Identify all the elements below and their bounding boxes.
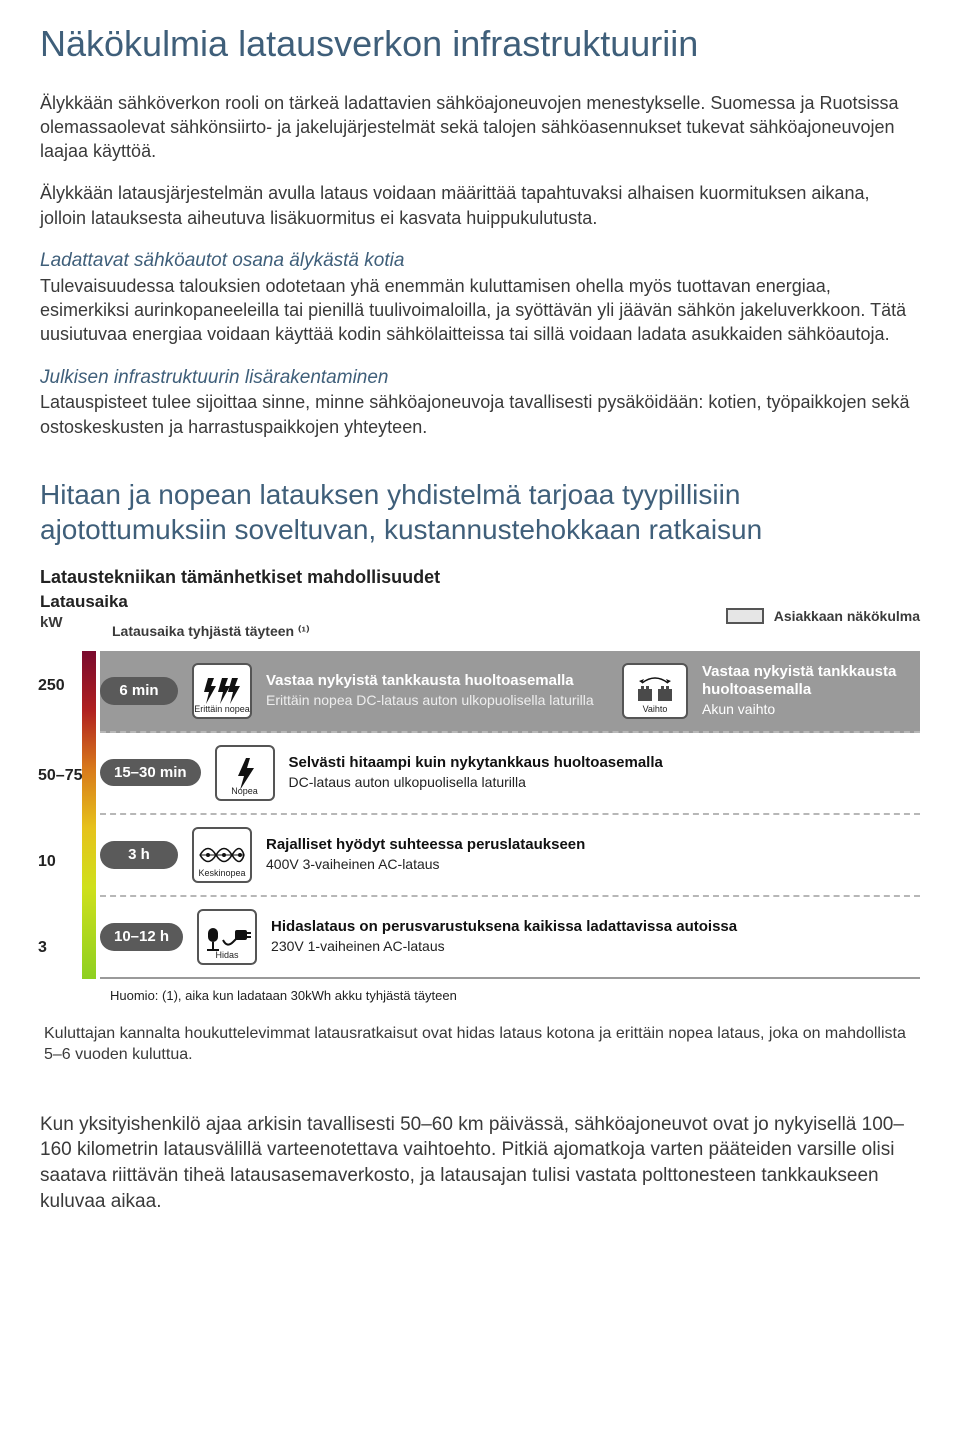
body-public-infra: Latauspisteet tulee sijoittaa sinne, min… xyxy=(40,392,910,436)
legend-label: Asiakkaan näkökulma xyxy=(774,607,920,626)
final-para: Kun yksityishenkilö ajaa arkisin tavalli… xyxy=(40,1112,920,1215)
time-pill: 10–12 h xyxy=(100,923,183,952)
icon-label: Erittäin nopea xyxy=(194,703,250,715)
row-title: Rajalliset hyödyt suhteessa peruslatauks… xyxy=(266,836,912,854)
row-desc: Rajalliset hyödyt suhteessa peruslatauks… xyxy=(266,836,912,874)
consumer-para: Kuluttajan kannalta houkuttelevimmat lat… xyxy=(44,1023,916,1066)
icon-label: Nopea xyxy=(231,785,258,797)
medium-icon: Keskinopea xyxy=(192,827,252,883)
slow-icon: Hidas xyxy=(197,909,257,965)
legend-swatch xyxy=(726,608,764,624)
kw-tick-10: 10 xyxy=(38,851,56,873)
icon-label: Hidas xyxy=(216,949,239,961)
time-pill: 3 h xyxy=(100,841,178,870)
chart-title: Lataustekniikan tämänhetkiset mahdollisu… xyxy=(40,565,920,589)
section-public-infra: Julkisen infrastruktuurin lisärakentamin… xyxy=(40,365,920,439)
row-desc: Hidaslataus on perusvarustuksena kaikiss… xyxy=(271,918,912,956)
row-title: Vastaa nykyistä tankkausta huoltoasemall… xyxy=(266,672,608,690)
kw-tick-50-75: 50–75 xyxy=(38,765,83,787)
kw-axis-label: kW xyxy=(40,613,63,633)
charging-chart: Lataustekniikan tämänhetkiset mahdollisu… xyxy=(40,565,920,1005)
ultrafast-icon: Erittäin nopea xyxy=(192,663,252,719)
chart-row-medium: 3 h Keskinopea Rajalliset hyödyt suhtees… xyxy=(100,815,920,897)
page-title: Näkökulmia latausverkon infrastruktuurii… xyxy=(40,20,920,69)
subhead-smart-home: Ladattavat sähköautot osana älykästä kot… xyxy=(40,250,404,271)
intro-para-2: Älykkään latausjärjestelmän avulla latau… xyxy=(40,181,920,230)
row-sub: 400V 3-vaiheinen AC-lataus xyxy=(266,856,912,874)
fast-icon: Nopea xyxy=(215,745,275,801)
row-title: Selvästi hitaampi kuin nykytankkaus huol… xyxy=(289,754,912,772)
row-desc-right: Vastaa nykyistä tankkausta huoltoasemall… xyxy=(702,663,912,719)
time-pill: 15–30 min xyxy=(100,759,201,786)
icon-label: Keskinopea xyxy=(198,867,245,879)
gradient-bar xyxy=(82,651,96,979)
row-sub: 230V 1-vaiheinen AC-lataus xyxy=(271,938,912,956)
kw-tick-250: 250 xyxy=(38,675,65,697)
row-right-sub: Akun vaihto xyxy=(702,701,912,719)
section-smart-home: Ladattavat sähköautot osana älykästä kot… xyxy=(40,248,920,347)
row-right-title: Vastaa nykyistä tankkausta huoltoasemall… xyxy=(702,663,912,699)
row-desc: Vastaa nykyistä tankkausta huoltoasemall… xyxy=(266,672,608,710)
chart-rows: 250 50–75 10 3 6 min Erittäin nopea Vast… xyxy=(100,651,920,979)
intro-para-1: Älykkään sähköverkon rooli on tärkeä lad… xyxy=(40,91,920,164)
chart-row-slow: 10–12 h Hidas Hidaslataus on perusvarust… xyxy=(100,897,920,979)
swap-label: Vaihto xyxy=(643,703,668,715)
row-title: Hidaslataus on perusvarustuksena kaikiss… xyxy=(271,918,912,936)
chart-row-ultrafast: 6 min Erittäin nopea Vastaa nykyistä tan… xyxy=(100,651,920,733)
subhead-public-infra: Julkisen infrastruktuurin lisärakentamin… xyxy=(40,367,389,388)
row-desc: Selvästi hitaampi kuin nykytankkaus huol… xyxy=(289,754,912,792)
swap-icon: Vaihto xyxy=(622,663,688,719)
row-sub: Erittäin nopea DC-lataus auton ulkopuoli… xyxy=(266,692,608,710)
time-pill: 6 min xyxy=(100,677,178,706)
chart-legend: Asiakkaan näkökulma xyxy=(726,607,920,626)
chart-row-fast: 15–30 min Nopea Selvästi hitaampi kuin n… xyxy=(100,733,920,815)
row-sub: DC-lataus auton ulkopuolisella laturilla xyxy=(289,774,912,792)
chart-note: Huomio: (1), aika kun ladataan 30kWh akk… xyxy=(110,987,920,1005)
body-smart-home: Tulevaisuudessa talouksien odotetaan yhä… xyxy=(40,276,906,345)
kw-tick-3: 3 xyxy=(38,937,47,959)
section-title-combo: Hitaan ja nopean latauksen yhdistelmä ta… xyxy=(40,477,920,547)
